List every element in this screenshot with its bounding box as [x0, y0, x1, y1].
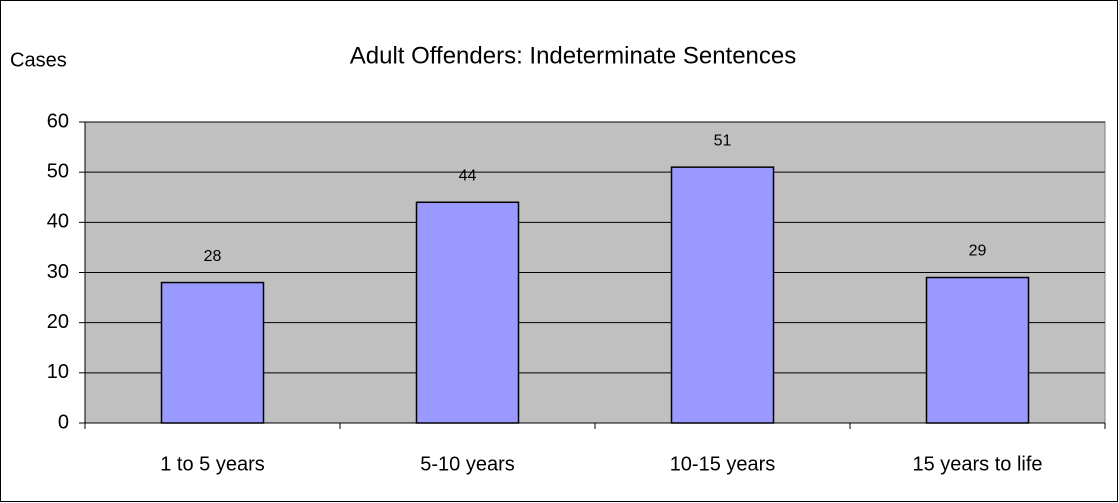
y-tick-label: 20 [47, 311, 69, 333]
x-tick-label: 5-10 years [420, 453, 515, 475]
data-label: 29 [969, 243, 987, 260]
data-label: 51 [714, 132, 732, 149]
y-axis-label: Cases [10, 49, 67, 71]
bar [925, 276, 1030, 424]
bar [415, 201, 520, 424]
y-tick-label: 10 [47, 361, 69, 383]
y-tick-label: 30 [47, 261, 69, 283]
data-label: 28 [204, 248, 222, 265]
x-tick-label: 15 years to life [912, 453, 1042, 475]
x-tick-label: 1 to 5 years [160, 453, 265, 475]
y-tick-label: 40 [47, 211, 69, 233]
bar [160, 281, 265, 424]
bar [670, 166, 775, 424]
data-label: 44 [459, 167, 477, 184]
chart-title: Adult Offenders: Indeterminate Sentences [350, 42, 797, 69]
y-tick-label: 0 [58, 411, 69, 433]
x-tick-label: 10-15 years [670, 453, 776, 475]
y-tick-label: 50 [47, 160, 69, 182]
y-tick-label: 60 [47, 110, 69, 132]
